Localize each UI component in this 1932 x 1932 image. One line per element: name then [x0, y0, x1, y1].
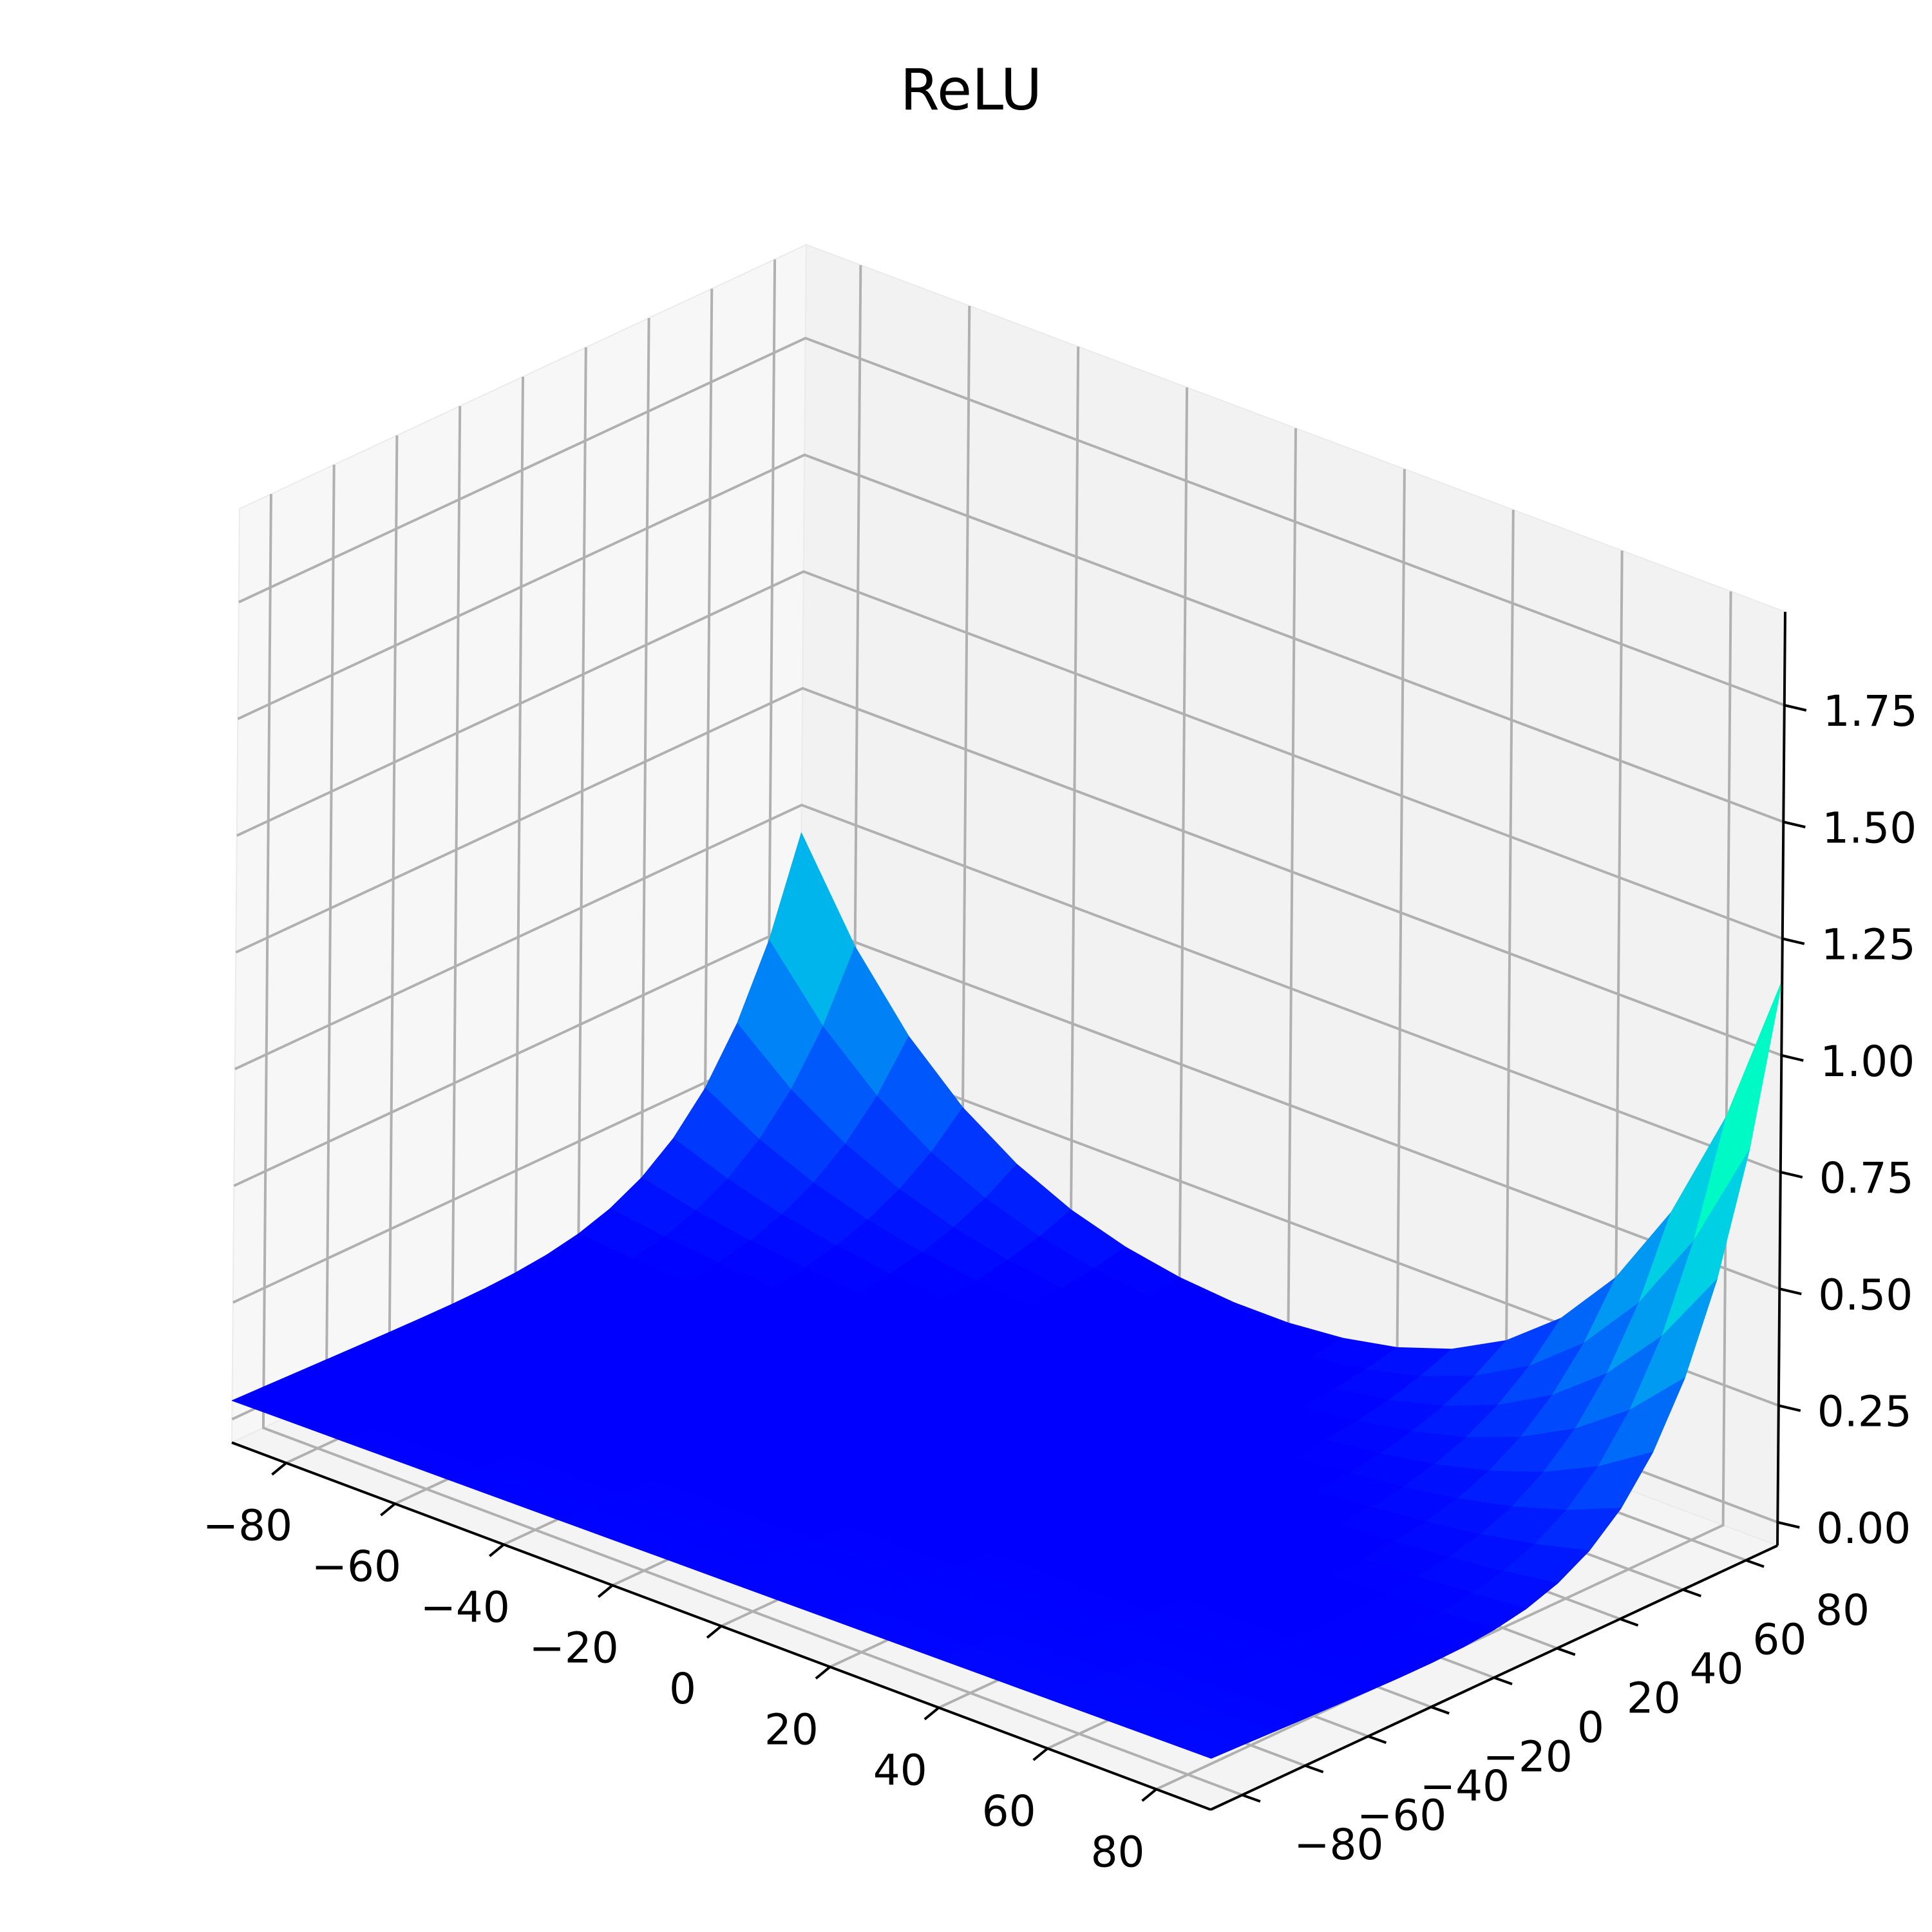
- y-tick-label-1: −60: [1357, 1791, 1446, 1841]
- x-tick-2: [488, 1543, 505, 1557]
- z-tick-3: [1780, 1171, 1803, 1179]
- axis-lines: [231, 611, 1807, 1811]
- x-tick-label-3: −20: [529, 1624, 618, 1673]
- z-tick-7: [1784, 704, 1807, 712]
- z-tick-label-3: 0.75: [1819, 1153, 1914, 1203]
- z-tick-2: [1779, 1287, 1802, 1296]
- surface-cell-17-0: [1156, 1725, 1244, 1759]
- x-tick-label-8: 80: [1091, 1827, 1145, 1877]
- x-tick-5: [815, 1665, 831, 1680]
- z-tick-label-1: 0.25: [1817, 1387, 1912, 1437]
- x-tick-label-2: −40: [421, 1582, 510, 1632]
- z-axis-line: [1776, 611, 1786, 1546]
- x-tick-3: [597, 1584, 614, 1598]
- z-tick-5: [1782, 937, 1805, 945]
- surface-mesh: [231, 832, 1783, 1759]
- y-tick-label-8: 80: [1815, 1586, 1870, 1635]
- y-tick-label-0: −80: [1294, 1820, 1383, 1870]
- z-tick-label-4: 1.00: [1820, 1037, 1915, 1086]
- y-tick-3: [1430, 1705, 1450, 1715]
- y-tick-label-5: 20: [1627, 1673, 1681, 1723]
- z-tick-label-0: 0.00: [1816, 1504, 1911, 1553]
- y-tick-2: [1367, 1735, 1387, 1744]
- y-tick-0: [1242, 1794, 1261, 1803]
- gridline-z-5: [236, 570, 1783, 940]
- x-tick-label-1: −60: [312, 1542, 401, 1591]
- z-tick-1: [1778, 1404, 1801, 1412]
- x-tick-label-4: 0: [669, 1664, 696, 1714]
- chart-title: ReLU: [900, 57, 1042, 123]
- z-tick-label-7: 1.75: [1823, 687, 1918, 736]
- z-tick-label-6: 1.50: [1822, 803, 1917, 853]
- y-tick-5: [1557, 1647, 1576, 1656]
- z-tick-label-5: 1.25: [1821, 920, 1916, 970]
- x-tick-1: [380, 1502, 396, 1517]
- x-tick-7: [1032, 1747, 1048, 1761]
- z-tick-6: [1783, 820, 1806, 829]
- y-tick-label-3: −20: [1483, 1732, 1573, 1782]
- gridline-z-3: [234, 803, 1781, 1173]
- x-tick-0: [271, 1462, 287, 1476]
- gridline-y-0: [261, 494, 1243, 1797]
- gridline-z-6: [237, 453, 1785, 824]
- z-tick-4: [1781, 1054, 1804, 1062]
- z-tick-label-2: 0.50: [1818, 1270, 1913, 1320]
- x-tick-6: [923, 1707, 940, 1721]
- x-tick-label-5: 20: [764, 1705, 819, 1754]
- x-tick-label-6: 40: [873, 1746, 927, 1795]
- x-tick-label-0: −80: [203, 1501, 292, 1551]
- x-tick-4: [706, 1625, 723, 1639]
- y-tick-4: [1493, 1676, 1513, 1685]
- gridline-z-4: [235, 687, 1783, 1057]
- y-tick-label-6: 40: [1690, 1644, 1744, 1694]
- y-tick-1: [1304, 1764, 1324, 1774]
- x-tick-label-7: 60: [982, 1786, 1036, 1836]
- x-tick-8: [1141, 1788, 1157, 1802]
- y-tick-8: [1745, 1558, 1765, 1568]
- y-tick-label-2: −40: [1420, 1761, 1510, 1811]
- z-tick-0: [1777, 1520, 1800, 1529]
- y-tick-label-4: 0: [1577, 1703, 1604, 1752]
- y-tick-label-7: 60: [1752, 1615, 1806, 1664]
- y-tick-7: [1682, 1588, 1702, 1598]
- gridline-z-7: [238, 336, 1785, 706]
- y-tick-6: [1619, 1618, 1639, 1627]
